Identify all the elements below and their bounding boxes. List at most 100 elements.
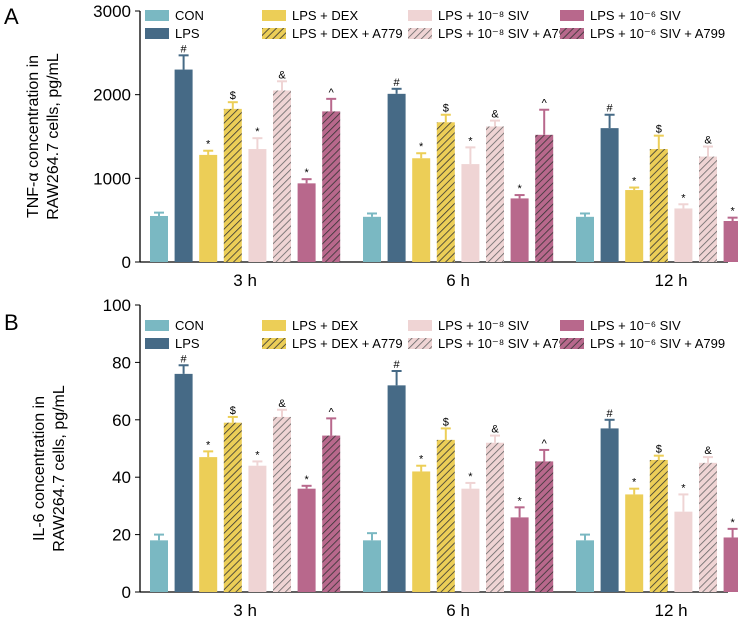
bar bbox=[150, 215, 168, 262]
bar bbox=[387, 93, 406, 262]
bar bbox=[699, 462, 717, 592]
legend-label: LPS bbox=[175, 26, 200, 41]
bar bbox=[248, 149, 267, 262]
significance-mark: * bbox=[517, 183, 522, 195]
significance-mark: $ bbox=[656, 444, 662, 456]
significance-mark: ^ bbox=[329, 406, 335, 418]
significance-mark: ^ bbox=[542, 98, 548, 110]
bar bbox=[486, 442, 504, 592]
legend-label: LPS + 10⁻⁶ SIV + A799 bbox=[590, 26, 725, 41]
bar bbox=[674, 208, 693, 262]
y-axis-title: TNF-α concentration in RAW264.7 cells, pg… bbox=[25, 53, 62, 220]
significance-mark: & bbox=[704, 445, 712, 457]
significance-mark: * bbox=[255, 126, 260, 138]
y-tick-label: 3000 bbox=[93, 2, 131, 21]
significance-mark: # bbox=[607, 408, 614, 420]
panel-label: A bbox=[4, 4, 19, 29]
legend-swatch bbox=[145, 320, 169, 331]
significance-mark: * bbox=[468, 471, 473, 483]
bar bbox=[387, 385, 406, 592]
significance-mark: * bbox=[632, 477, 637, 489]
bar bbox=[600, 128, 619, 262]
x-tick-label: 12 h bbox=[655, 271, 688, 290]
significance-mark: & bbox=[491, 109, 499, 121]
bar bbox=[461, 164, 480, 262]
x-tick-label: 6 h bbox=[446, 601, 470, 620]
significance-mark: * bbox=[730, 517, 735, 529]
bar bbox=[486, 126, 504, 263]
panel-B: B 0 20 40 60 80 100 IL-6 concentration in RAW264… bbox=[4, 296, 738, 620]
x-tick-label: 12 h bbox=[655, 601, 688, 620]
legend-label: LPS + DEX bbox=[292, 8, 358, 23]
legend-label: LPS + 10⁻⁶ SIV bbox=[590, 8, 681, 23]
bar bbox=[322, 111, 341, 263]
legend-label: LPS + DEX + A779 bbox=[292, 336, 403, 351]
significance-mark: # bbox=[181, 353, 188, 365]
bar bbox=[535, 461, 554, 592]
legend-swatch bbox=[145, 28, 169, 39]
bar bbox=[199, 154, 218, 262]
significance-mark: ^ bbox=[329, 87, 335, 99]
bar bbox=[223, 108, 242, 262]
bar bbox=[625, 190, 644, 262]
legend-swatch bbox=[560, 320, 584, 331]
significance-mark: & bbox=[704, 135, 712, 147]
legend-swatch bbox=[408, 10, 432, 21]
bar bbox=[174, 69, 193, 262]
legend-label: LPS + 10⁻⁸ SIV bbox=[438, 318, 529, 333]
significance-mark: * bbox=[730, 206, 735, 218]
significance-mark: # bbox=[181, 43, 188, 55]
bar bbox=[223, 422, 242, 592]
legend-swatch bbox=[560, 28, 584, 39]
legend-swatch bbox=[408, 338, 432, 349]
legend-swatch bbox=[408, 28, 432, 39]
y-tick-label: 0 bbox=[122, 583, 131, 602]
significance-mark: * bbox=[681, 482, 686, 494]
significance-mark: * bbox=[206, 439, 211, 451]
bar bbox=[510, 517, 529, 592]
bar bbox=[412, 158, 431, 262]
y-tick-label: 40 bbox=[112, 468, 131, 487]
legend-label: CON bbox=[175, 8, 204, 23]
bar bbox=[363, 540, 381, 592]
significance-mark: * bbox=[255, 449, 260, 461]
legend-swatch bbox=[560, 338, 584, 349]
significance-mark: $ bbox=[230, 405, 236, 417]
bar bbox=[535, 134, 554, 262]
legend-label: LPS + DEX + A779 bbox=[292, 26, 403, 41]
legend-swatch bbox=[408, 320, 432, 331]
x-tick-label: 3 h bbox=[233, 601, 257, 620]
bar bbox=[510, 198, 529, 262]
legend-swatch bbox=[145, 338, 169, 349]
significance-mark: * bbox=[632, 176, 637, 188]
legend-label: LPS + DEX bbox=[292, 318, 358, 333]
legend-label: LPS + 10⁻⁶ SIV bbox=[590, 318, 681, 333]
bar bbox=[699, 156, 717, 262]
bar bbox=[600, 428, 619, 592]
legend-label: CON bbox=[175, 318, 204, 333]
panel-A: A 0 1000 2000 3000 TNF-α concentration in RAW2… bbox=[4, 2, 738, 290]
bar bbox=[273, 90, 291, 262]
legend-label: LPS + 10⁻⁸ SIV bbox=[438, 8, 529, 23]
y-tick-label: 1000 bbox=[93, 169, 131, 188]
bar bbox=[297, 488, 316, 592]
bar bbox=[649, 459, 668, 592]
y-tick-label: 0 bbox=[122, 253, 131, 272]
bar bbox=[436, 122, 455, 262]
legend-label: LPS + 10⁻⁶ SIV + A799 bbox=[590, 336, 725, 351]
significance-mark: * bbox=[419, 141, 424, 153]
significance-mark: * bbox=[206, 139, 211, 151]
bar bbox=[436, 439, 455, 592]
significance-mark: & bbox=[278, 69, 286, 81]
significance-mark: * bbox=[304, 474, 309, 486]
y-tick-label: 100 bbox=[103, 296, 131, 315]
bar bbox=[322, 435, 341, 592]
y-axis-title: IL-6 concentration in RAW264.7 cells, pg/… bbox=[31, 385, 68, 552]
significance-mark: * bbox=[468, 135, 473, 147]
legend-swatch bbox=[262, 10, 286, 21]
significance-mark: $ bbox=[443, 103, 449, 115]
significance-mark: # bbox=[394, 77, 401, 89]
bar bbox=[576, 540, 594, 592]
bar bbox=[150, 540, 168, 592]
